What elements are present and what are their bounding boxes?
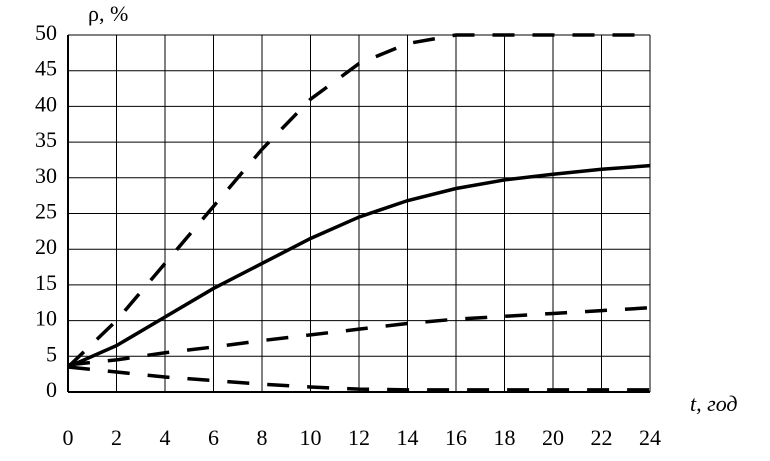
data-line [67, 365, 650, 392]
data-line [66, 33, 650, 369]
y-axis-label: ρ, % [88, 1, 128, 26]
data-line [67, 306, 651, 367]
y-tick-label: 50 [35, 20, 57, 45]
x-tick-label: 18 [494, 425, 516, 450]
x-axis-label: t, год [690, 391, 738, 416]
y-tick-label: 15 [35, 270, 57, 295]
data-line [67, 163, 651, 369]
x-tick-label: 0 [63, 425, 74, 450]
x-tick-label: 8 [257, 425, 268, 450]
x-tick-label: 2 [111, 425, 122, 450]
y-tick-label: 5 [46, 341, 57, 366]
x-tick-label: 4 [160, 425, 171, 450]
y-tick-label: 40 [35, 91, 57, 116]
x-tick-label: 16 [445, 425, 467, 450]
x-tick-label: 22 [591, 425, 613, 450]
y-tick-label: 0 [46, 377, 57, 402]
x-tick-label: 12 [348, 425, 370, 450]
y-tick-label: 45 [35, 56, 57, 81]
y-tick-label: 30 [35, 163, 57, 188]
y-tick-label: 25 [35, 199, 57, 224]
x-tick-label: 10 [300, 425, 322, 450]
x-tick-label: 20 [542, 425, 564, 450]
y-tick-label: 20 [35, 234, 57, 259]
x-tick-label: 14 [397, 425, 419, 450]
x-tick-label: 6 [208, 425, 219, 450]
y-tick-label: 35 [35, 127, 57, 152]
x-tick-label: 24 [639, 425, 661, 450]
y-tick-label: 10 [35, 306, 57, 331]
